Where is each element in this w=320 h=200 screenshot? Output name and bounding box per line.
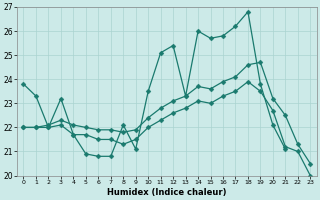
X-axis label: Humidex (Indice chaleur): Humidex (Indice chaleur): [107, 188, 227, 197]
